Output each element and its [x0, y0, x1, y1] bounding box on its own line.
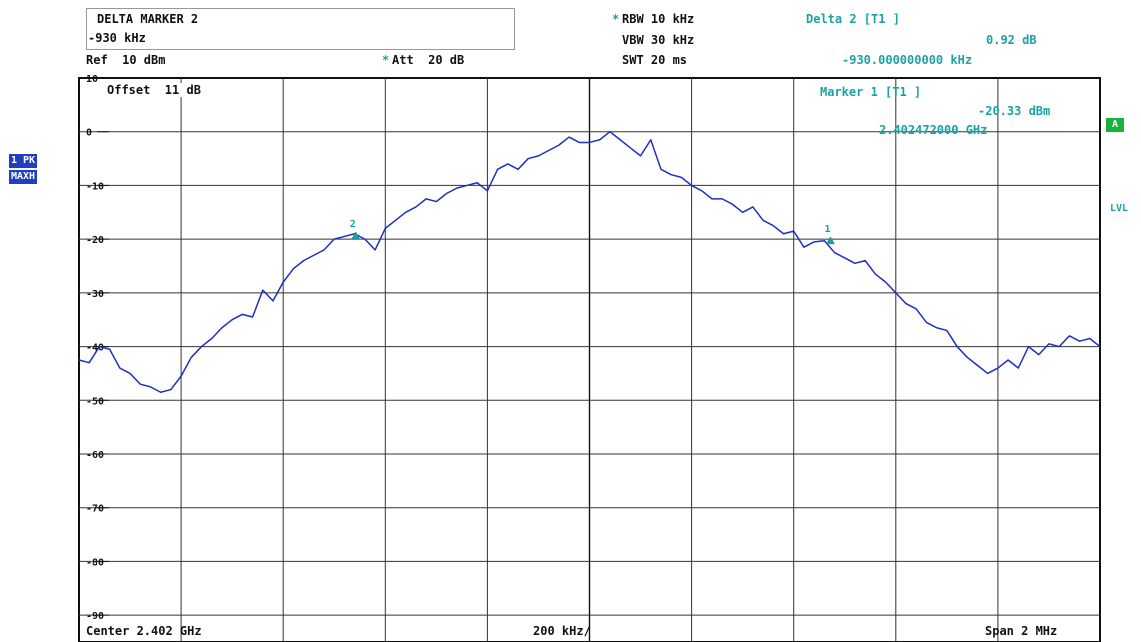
marker-layer: 12: [350, 219, 835, 245]
trace-layer: [78, 130, 1101, 393]
trace-badge-pk: 1 PK: [9, 154, 38, 168]
marker1-label: Marker 1 [T1 ]: [820, 85, 922, 99]
rbw: RBW 10 kHz: [622, 12, 695, 26]
y-tick-label: 0: [86, 128, 92, 139]
delta-frequency: -930.000000000 kHz: [842, 53, 973, 67]
y-tick-label: -20: [86, 235, 104, 246]
grid-layer: [79, 78, 1100, 642]
y-tick-label: -70: [86, 504, 104, 515]
rbw-star: *: [612, 12, 620, 26]
y-tick-label: -60: [86, 450, 104, 461]
delta-marker-title: DELTA MARKER 2: [97, 12, 199, 26]
y-tick-label: 10: [86, 74, 98, 85]
y-tick-label: -40: [86, 343, 104, 354]
y-tick-label: -10: [86, 181, 104, 192]
offset-text: Offset 11 dB: [107, 83, 201, 97]
marker1-frequency: 2.402472000 GHz: [879, 123, 988, 137]
ytick-layer: 10 0 -10 -20 -30 -40 -50 -60 -70 -80 -90: [86, 74, 109, 622]
attenuation: Att 20 dB: [392, 53, 465, 67]
y-tick-label: -50: [86, 396, 104, 407]
sweep-time: SWT 20 ms: [622, 53, 688, 67]
att-star: *: [382, 53, 390, 67]
y-tick-label: -90: [86, 611, 104, 622]
trace-line: [78, 130, 1101, 393]
marker-triangle: [826, 236, 835, 245]
delta-marker-value: -930 kHz: [88, 31, 146, 45]
footer-division: 200 kHz/: [533, 624, 591, 638]
trace-badge-maxh: MAXH: [9, 170, 38, 184]
marker-label: 1: [824, 224, 830, 235]
ref-level: Ref 10 dBm: [86, 53, 166, 67]
y-tick-label: -30: [86, 289, 104, 300]
marker-label: 2: [350, 219, 356, 230]
y-tick-label: -80: [86, 557, 104, 568]
marker1-level: -20.33 dBm: [978, 104, 1051, 118]
footer-center: Center 2.402 GHz: [86, 624, 202, 638]
lvl-label: LVL: [1110, 203, 1129, 214]
delta-db: 0.92 dB: [986, 33, 1037, 47]
delta-label: Delta 2 [T1 ]: [806, 12, 900, 26]
vbw: VBW 30 kHz: [622, 33, 695, 47]
delta-marker-box: DELTA MARKER 2 -930 kHz: [86, 8, 515, 50]
screen-a-badge: A: [1106, 118, 1125, 132]
footer-span: Span 2 MHz: [985, 624, 1058, 638]
marker-triangle: [351, 231, 361, 240]
